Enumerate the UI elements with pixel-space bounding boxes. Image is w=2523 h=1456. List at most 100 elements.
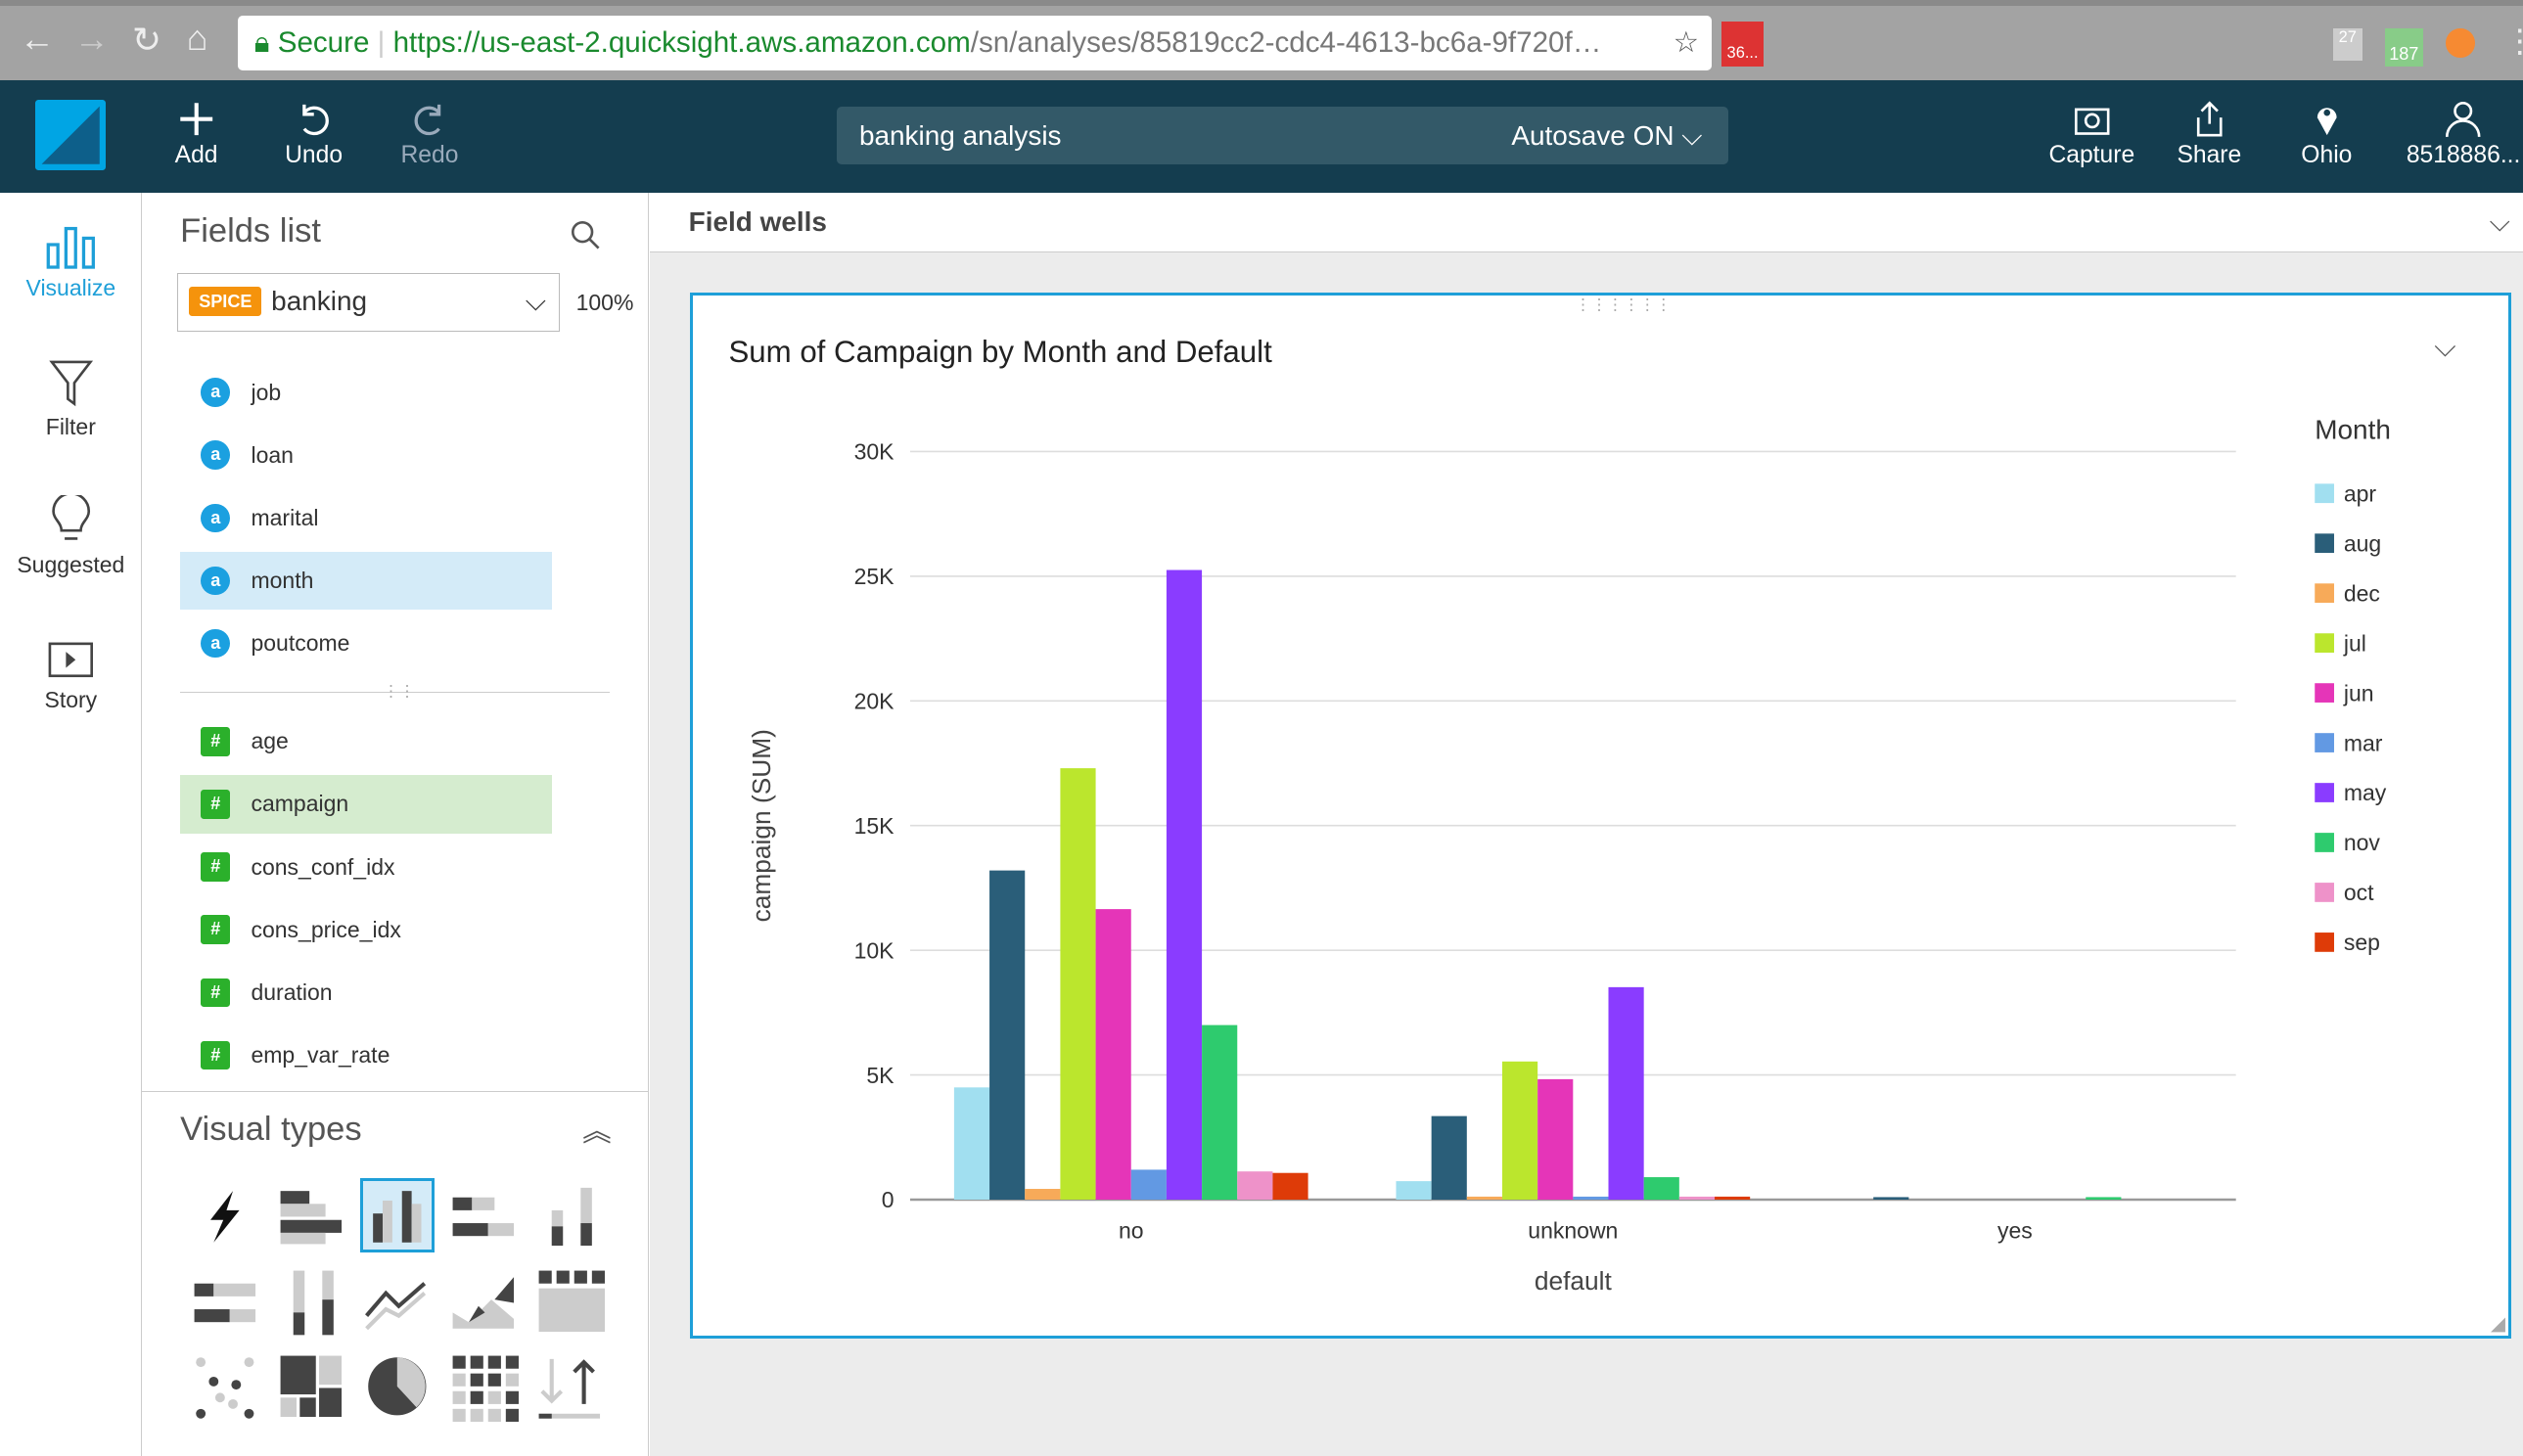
- visual-type-horizontal-stacked-bar[interactable]: [446, 1178, 521, 1252]
- extension-icon[interactable]: 27: [2332, 28, 2362, 61]
- kpi-icon: [538, 1358, 601, 1419]
- bar-jul-no: [1060, 768, 1096, 1201]
- legend-item-dec: dec: [2344, 581, 2380, 607]
- reload-icon[interactable]: ↻: [131, 20, 162, 61]
- visual-type-horizontal-bar[interactable]: [274, 1178, 348, 1252]
- visual-type-scatter-plot[interactable]: [188, 1349, 262, 1424]
- fields-list-title: Fields list: [180, 212, 321, 250]
- nav-visualize[interactable]: Visualize: [0, 222, 142, 301]
- bar-aug-no: [989, 870, 1026, 1201]
- visual-type-kpi[interactable]: [532, 1349, 607, 1424]
- secure-label: Secure: [277, 25, 370, 59]
- field-item-campaign[interactable]: # campaign: [180, 775, 552, 834]
- bar-oct-no: [1237, 1171, 1273, 1201]
- undo-button[interactable]: Undo: [257, 100, 370, 169]
- visual-type-pie-chart[interactable]: [360, 1349, 435, 1424]
- add-button[interactable]: Add: [140, 100, 252, 169]
- visual-card[interactable]: ⋮⋮⋮⋮⋮⋮ Sum of Campaign by Month and Defa…: [690, 293, 2512, 1339]
- field-item-month[interactable]: a month: [180, 551, 552, 611]
- resize-corner-icon[interactable]: ◢: [2490, 1312, 2506, 1335]
- pivot-table-icon: [538, 1270, 606, 1332]
- home-icon[interactable]: ⌂: [186, 17, 208, 58]
- url-host: https://us-east-2.quicksight.aws.amazon.…: [392, 25, 971, 59]
- line-chart-icon: [365, 1281, 427, 1330]
- visual-type-autograph[interactable]: [188, 1178, 262, 1252]
- autosave-dropdown[interactable]: Autosave ON ⌵: [1511, 119, 1703, 151]
- expand-chevron-icon[interactable]: ⌵: [2489, 206, 2510, 238]
- legend-swatch-jul: [2315, 633, 2335, 654]
- nav-suggested[interactable]: Suggested: [0, 495, 142, 578]
- legend-swatch-dec: [2315, 583, 2335, 604]
- legend-item-mar: mar: [2344, 730, 2383, 755]
- string-field-icon: a: [201, 440, 231, 471]
- extension-icon[interactable]: 187: [2384, 28, 2423, 68]
- visual-menu-chevron-icon[interactable]: ⌵: [2434, 331, 2456, 364]
- menu-icon[interactable]: ⋮: [2503, 22, 2523, 60]
- browser-toolbar: ← → ↻ ⌂ 🔒︎ Secure | https://us-east-2.qu…: [0, 0, 2523, 81]
- drag-handle[interactable]: ⋮⋮⋮⋮⋮⋮: [1575, 296, 1672, 315]
- forward-icon[interactable]: →: [73, 19, 110, 60]
- pie-chart-icon: [368, 1356, 427, 1416]
- bar-aug-unknown: [1431, 1115, 1468, 1201]
- x-tick-label: yes: [1997, 1218, 2033, 1244]
- redo-icon: [414, 104, 441, 136]
- visual-type-pivot-table[interactable]: [532, 1264, 607, 1339]
- visual-type-area-line[interactable]: [446, 1264, 521, 1339]
- capture-button[interactable]: Capture: [2036, 100, 2148, 169]
- visual-type-tree-map[interactable]: [274, 1349, 348, 1424]
- url-path: /sn/analyses/85819cc2-cdc4-4613-bc6a-9f7…: [970, 25, 1602, 59]
- field-item-emp_var_rate[interactable]: # emp_var_rate: [180, 1026, 552, 1084]
- y-tick-label: 0: [882, 1187, 895, 1212]
- dataset-select[interactable]: SPICE banking ⌵: [176, 273, 561, 332]
- visual-type-vertical-stacked-bar[interactable]: [532, 1178, 607, 1252]
- fields-panel: Fields list SPICE banking ⌵ 100% a job a loa…: [141, 193, 649, 1091]
- share-button[interactable]: Share: [2153, 100, 2266, 169]
- account-button[interactable]: 8518886...: [2404, 100, 2523, 169]
- visual-type-vertical-stacked-100-bar[interactable]: [274, 1264, 348, 1339]
- field-item-duration[interactable]: # duration: [180, 964, 552, 1022]
- legend-item-jul: jul: [2343, 631, 2366, 657]
- legend-item-nov: nov: [2344, 830, 2381, 855]
- legend-item-may: may: [2344, 780, 2387, 805]
- bar-apr-unknown: [1396, 1181, 1432, 1201]
- vertical-stacked-100-bar-icon: [294, 1270, 335, 1335]
- region-button[interactable]: Ohio: [2271, 100, 2383, 169]
- visual-type-heat-map[interactable]: [446, 1349, 521, 1424]
- nav-story[interactable]: Story: [0, 634, 142, 713]
- search-icon[interactable]: [570, 219, 602, 251]
- field-item-job[interactable]: a job: [180, 364, 552, 422]
- chevron-down-icon: ⌵: [1681, 119, 1703, 151]
- resize-handle[interactable]: ⋮⋮: [383, 683, 416, 702]
- field-item-age[interactable]: # age: [180, 712, 552, 770]
- field-item-marital[interactable]: a marital: [180, 489, 552, 547]
- field-item-poutcome[interactable]: a poutcome: [180, 614, 552, 672]
- y-tick-label: 15K: [854, 813, 895, 839]
- visual-type-line-chart[interactable]: [360, 1264, 435, 1339]
- quicksight-logo[interactable]: [35, 99, 107, 171]
- field-item-cons_price_idx[interactable]: # cons_price_idx: [180, 901, 552, 959]
- story-icon: [48, 642, 94, 677]
- visual-type-vertical-bar[interactable]: [360, 1178, 435, 1253]
- visual-type-horizontal-stacked-100-bar[interactable]: [188, 1264, 262, 1339]
- analysis-title[interactable]: banking analysis: [858, 119, 1062, 151]
- numeric-field-icon: #: [201, 1040, 231, 1070]
- field-wells-bar[interactable]: Field wells ⌵: [650, 193, 2523, 253]
- field-item-cons_conf_idx[interactable]: # cons_conf_idx: [180, 839, 552, 896]
- extension-icon[interactable]: [2446, 28, 2475, 58]
- back-icon[interactable]: ←: [19, 19, 55, 60]
- bar-may-unknown: [1608, 987, 1644, 1201]
- collapse-icon[interactable]: ︽: [582, 1115, 612, 1149]
- divider: [180, 691, 611, 693]
- scatter-plot-icon: [196, 1356, 254, 1419]
- redo-button[interactable]: Redo: [373, 100, 485, 169]
- legend-swatch-apr: [2315, 483, 2335, 504]
- address-bar[interactable]: 🔒︎ Secure | https://us-east-2.quicksight…: [238, 15, 1713, 70]
- analysis-title-bar[interactable]: banking analysis Autosave ON ⌵: [836, 106, 1728, 164]
- field-item-loan[interactable]: a loan: [180, 427, 552, 484]
- share-icon: [2196, 101, 2223, 137]
- nav-filter[interactable]: Filter: [0, 357, 142, 440]
- legend-item-sep: sep: [2344, 930, 2380, 955]
- gmail-extension-icon[interactable]: 36...: [1721, 22, 1764, 68]
- autograph-icon: [210, 1191, 240, 1244]
- bookmark-star-icon[interactable]: ☆: [1673, 25, 1700, 59]
